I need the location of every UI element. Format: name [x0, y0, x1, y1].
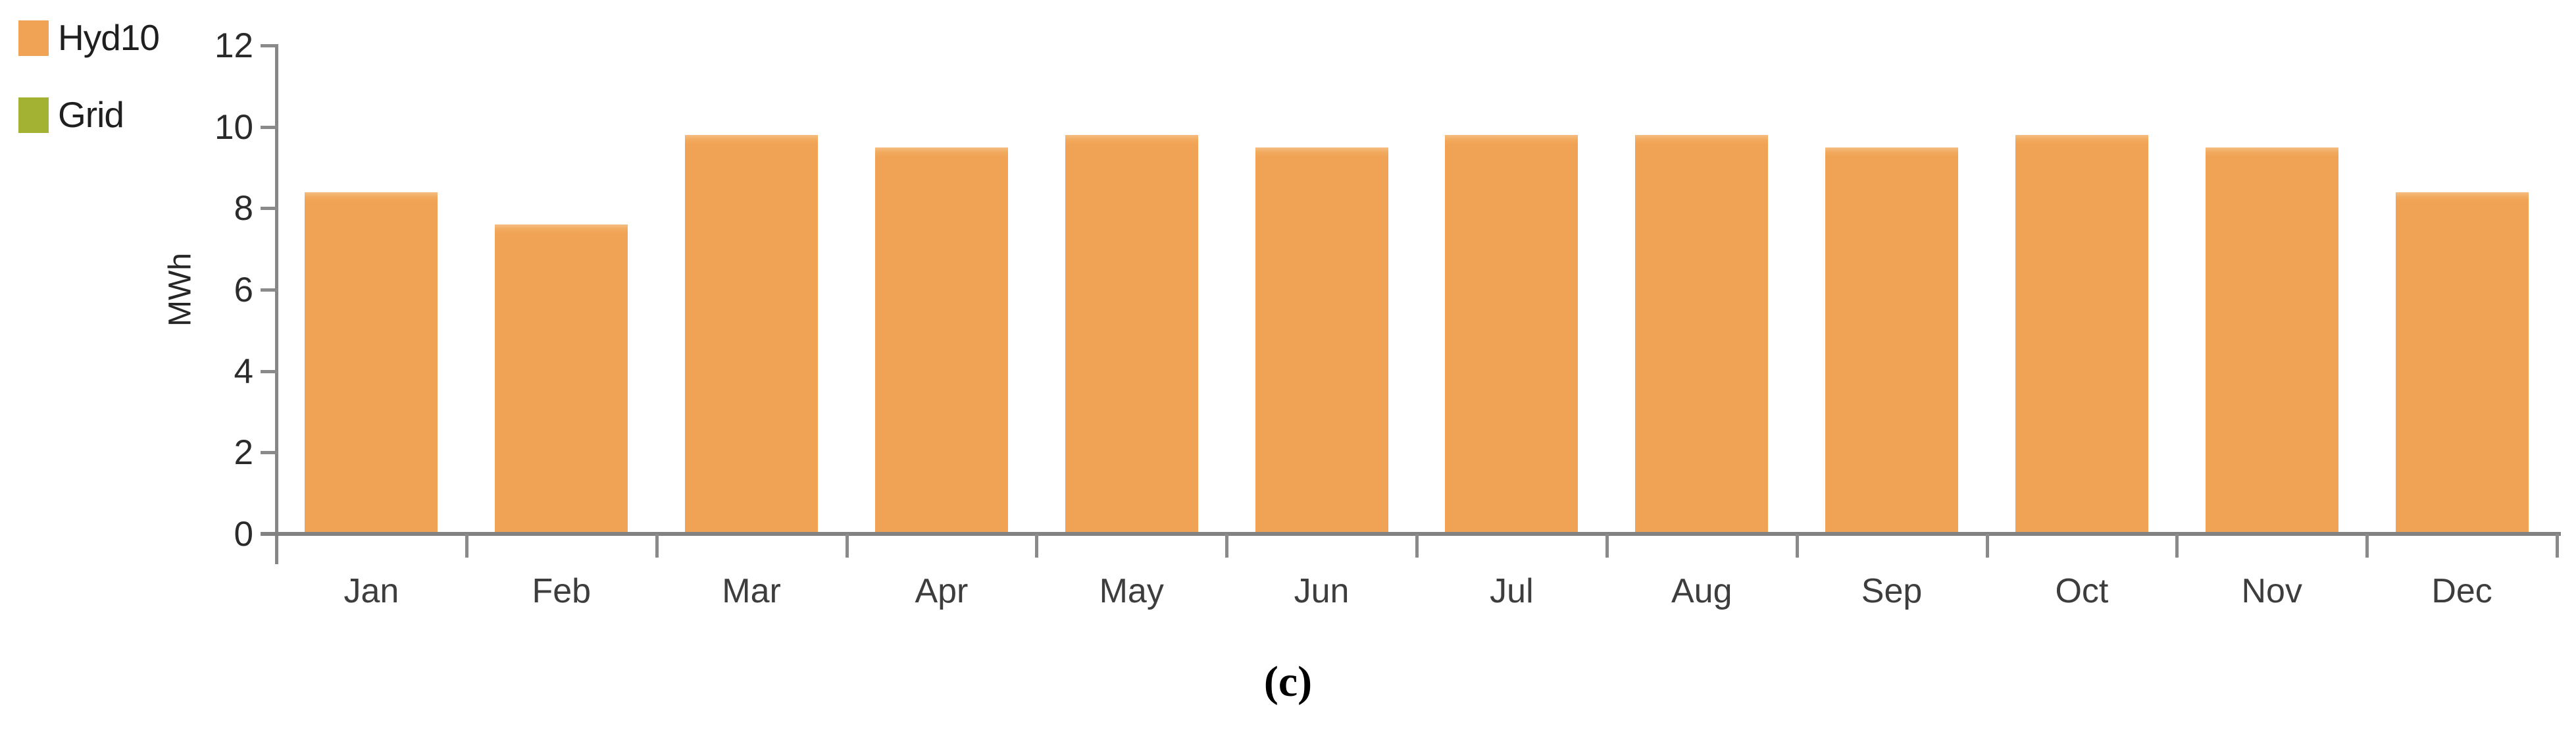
bar-hyd10-sep — [1825, 147, 1959, 534]
x-label-jun: Jun — [1294, 572, 1350, 610]
y-tick-label-0: 0 — [234, 515, 253, 554]
x-label-may: May — [1099, 572, 1164, 610]
x-tick-7 — [1605, 534, 1609, 558]
x-tick-9 — [1985, 534, 1989, 558]
y-tick-12 — [261, 44, 278, 47]
x-label-jan: Jan — [343, 572, 399, 610]
x-label-oct: Oct — [2055, 572, 2109, 610]
x-label-apr: Apr — [915, 572, 969, 610]
legend-item-hyd10: Hyd10 — [18, 17, 160, 58]
x-label-nov: Nov — [2241, 572, 2302, 610]
x-label-sep: Sep — [1861, 572, 1923, 610]
bar-hyd10-apr — [874, 147, 1008, 534]
bar-hyd10-jul — [1445, 135, 1578, 534]
y-tick-label-2: 2 — [234, 433, 253, 473]
legend: Hyd10 Grid — [18, 17, 160, 174]
legend-label-grid: Grid — [58, 94, 124, 135]
x-tick-12 — [2556, 534, 2559, 558]
x-tick-11 — [2365, 534, 2369, 558]
bar-hyd10-may — [1065, 135, 1198, 534]
y-tick-label-4: 4 — [234, 352, 253, 391]
bar-hyd10-jun — [1255, 147, 1388, 534]
x-label-feb: Feb — [532, 572, 592, 610]
bar-hyd10-aug — [1635, 135, 1769, 534]
bar-hyd10-jan — [305, 192, 438, 534]
x-label-jul: Jul — [1490, 572, 1534, 610]
y-tick-label-10: 10 — [215, 107, 253, 147]
legend-label-hyd10: Hyd10 — [58, 17, 160, 58]
y-tick-label-6: 6 — [234, 271, 253, 309]
y-tick-8 — [261, 207, 278, 211]
y-tick-label-8: 8 — [234, 189, 253, 228]
x-tick-5 — [1225, 534, 1229, 558]
y-tick-4 — [261, 369, 278, 373]
bar-hyd10-dec — [2395, 192, 2529, 534]
y-tick-10 — [261, 125, 278, 129]
x-axis-line — [261, 532, 2561, 536]
x-label-mar: Mar — [722, 572, 781, 610]
bar-hyd10-nov — [2205, 147, 2338, 534]
y-axis-line — [275, 44, 278, 564]
legend-swatch-grid — [18, 97, 49, 133]
x-tick-2 — [655, 534, 659, 558]
x-tick-10 — [2175, 534, 2179, 558]
x-tick-4 — [1035, 534, 1039, 558]
figure-caption: (c) — [1263, 658, 1313, 706]
x-tick-8 — [1795, 534, 1799, 558]
bar-hyd10-mar — [685, 135, 819, 534]
x-tick-6 — [1415, 534, 1419, 558]
x-tick-3 — [845, 534, 849, 558]
legend-swatch-hyd10 — [18, 20, 49, 56]
y-tick-2 — [261, 451, 278, 455]
y-tick-label-12: 12 — [215, 26, 253, 65]
x-label-aug: Aug — [1671, 572, 1732, 610]
bar-hyd10-oct — [2015, 135, 2148, 534]
bar-hyd10-feb — [495, 224, 628, 534]
x-label-dec: Dec — [2431, 572, 2492, 610]
y-tick-6 — [261, 288, 278, 292]
legend-item-grid: Grid — [18, 97, 159, 133]
x-tick-1 — [465, 534, 468, 558]
